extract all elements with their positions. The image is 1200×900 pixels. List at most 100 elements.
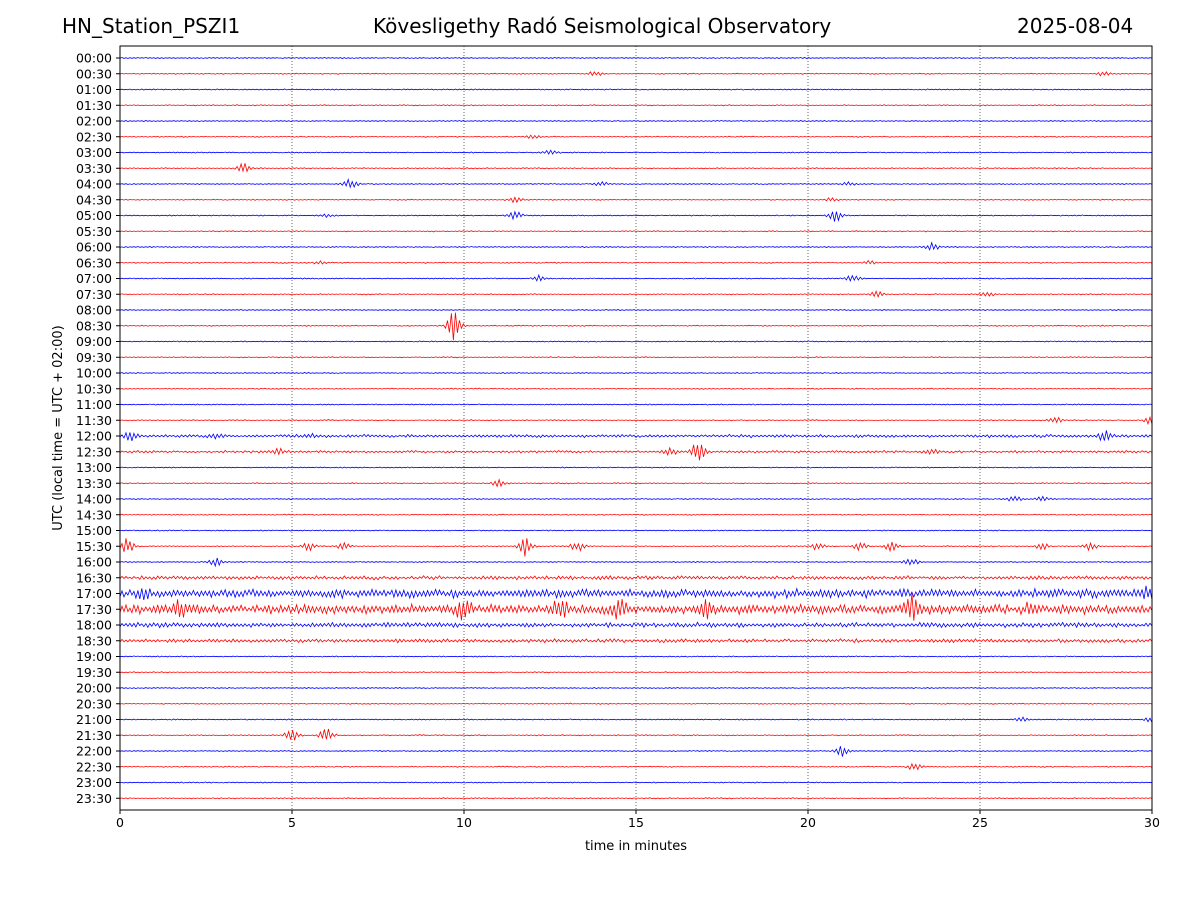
- y-tick-label: 08:00: [76, 303, 112, 318]
- trace-1800: [119, 621, 1153, 629]
- y-tick-label: 06:00: [76, 240, 112, 255]
- trace-0830: [119, 312, 1153, 341]
- trace-0330: [119, 162, 1153, 173]
- trace-1400: [119, 495, 1153, 502]
- y-tick-label: 08:30: [76, 318, 112, 333]
- y-tick-label: 00:00: [76, 51, 112, 66]
- y-tick-label: 22:30: [76, 759, 112, 774]
- trace-1630: [119, 574, 1153, 581]
- y-tick-label: 06:30: [76, 255, 112, 270]
- y-tick-label: 11:00: [76, 397, 112, 412]
- y-tick-label: 23:30: [76, 791, 112, 806]
- trace-1530: [119, 538, 1153, 557]
- trace-1330: [119, 478, 1153, 488]
- y-tick-label: 19:00: [76, 649, 112, 664]
- vertical-grid: [291, 46, 981, 810]
- trace-1900: [119, 655, 1153, 658]
- x-tick-label: 0: [116, 815, 124, 830]
- x-axis-ticks: 0 5 10 15 20 25 30: [116, 810, 1160, 830]
- trace-1030: [119, 387, 1153, 390]
- y-tick-label: 03:30: [76, 161, 112, 176]
- x-tick-label: 15: [628, 815, 644, 830]
- y-tick-label: 19:30: [76, 665, 112, 680]
- y-tick-label: 21:00: [76, 712, 112, 727]
- trace-0030: [119, 71, 1153, 77]
- trace-1230: [119, 444, 1153, 461]
- y-tick-label: 03:00: [76, 145, 112, 160]
- station-name: HN_Station_PSZI1: [62, 14, 241, 38]
- trace-1000: [119, 371, 1153, 375]
- y-tick-label: 12:30: [76, 444, 112, 459]
- y-tick-label: 22:00: [76, 744, 112, 759]
- trace-0630: [119, 259, 1153, 265]
- trace-1200: [119, 430, 1153, 442]
- trace-1130: [119, 415, 1153, 426]
- y-tick-label: 10:30: [76, 381, 112, 396]
- y-tick-label: 14:00: [76, 492, 112, 507]
- trace-1600: [119, 557, 1153, 568]
- trace-0730: [119, 290, 1153, 299]
- trace-1500: [119, 529, 1153, 532]
- trace-0000: [119, 56, 1153, 60]
- trace-0200: [119, 119, 1153, 123]
- trace-2000: [119, 686, 1153, 690]
- trace-2230: [119, 762, 1153, 771]
- trace-0400: [119, 178, 1153, 189]
- trace-0600: [119, 241, 1153, 251]
- x-tick-label: 5: [288, 815, 296, 830]
- y-tick-label: 01:00: [76, 82, 112, 97]
- y-tick-label: 15:30: [76, 539, 112, 554]
- trace-2200: [119, 746, 1153, 757]
- y-tick-label: 02:30: [76, 129, 112, 144]
- y-tick-label: 04:00: [76, 177, 112, 192]
- y-tick-label: 10:00: [76, 366, 112, 381]
- y-tick-label: 07:00: [76, 271, 112, 286]
- trace-1300: [119, 466, 1153, 469]
- trace-0530: [119, 230, 1153, 233]
- y-tick-label: 05:30: [76, 224, 112, 239]
- y-tick-label: 23:00: [76, 775, 112, 790]
- y-tick-label: 11:30: [76, 413, 112, 428]
- trace-0300: [119, 149, 1153, 155]
- trace-2100: [119, 716, 1153, 723]
- trace-0930: [119, 356, 1153, 359]
- y-tick-label: 07:30: [76, 287, 112, 302]
- trace-0430: [119, 196, 1153, 204]
- x-tick-label: 20: [800, 815, 816, 830]
- trace-0130: [119, 104, 1153, 107]
- y-tick-label: 16:30: [76, 570, 112, 585]
- trace-1830: [119, 637, 1153, 644]
- y-tick-label: 20:30: [76, 696, 112, 711]
- trace-2130: [119, 728, 1153, 741]
- y-tick-label: 14:30: [76, 507, 112, 522]
- y-tick-label: 21:30: [76, 728, 112, 743]
- y-tick-label: 04:30: [76, 192, 112, 207]
- y-tick-label: 17:00: [76, 586, 112, 601]
- y-tick-label: 18:30: [76, 633, 112, 648]
- y-tick-label: 00:30: [76, 66, 112, 81]
- y-axis-label: UTC (local time = UTC + 02:00): [51, 325, 66, 530]
- x-tick-label: 30: [1144, 815, 1160, 830]
- x-tick-label: 10: [456, 815, 472, 830]
- y-axis-ticks: 00:0000:3001:0001:3002:0002:3003:0003:30…: [76, 51, 120, 806]
- trace-0500: [119, 210, 1153, 222]
- trace-2300: [119, 781, 1153, 784]
- y-tick-label: 15:00: [76, 523, 112, 538]
- y-tick-label: 12:00: [76, 429, 112, 444]
- trace-0900: [119, 340, 1153, 343]
- y-tick-label: 02:00: [76, 114, 112, 129]
- trace-1700: [119, 585, 1153, 600]
- trace-2030: [119, 702, 1153, 705]
- trace-1730: [119, 593, 1153, 621]
- y-tick-label: 13:00: [76, 460, 112, 475]
- y-tick-label: 09:30: [76, 350, 112, 365]
- y-tick-label: 18:00: [76, 618, 112, 633]
- y-tick-label: 20:00: [76, 681, 112, 696]
- y-tick-label: 05:00: [76, 208, 112, 223]
- seismic-traces: [119, 56, 1153, 800]
- x-axis-label: time in minutes: [585, 839, 687, 854]
- y-tick-label: 17:30: [76, 602, 112, 617]
- trace-0700: [119, 273, 1153, 283]
- y-tick-label: 16:00: [76, 555, 112, 570]
- trace-1100: [119, 403, 1153, 406]
